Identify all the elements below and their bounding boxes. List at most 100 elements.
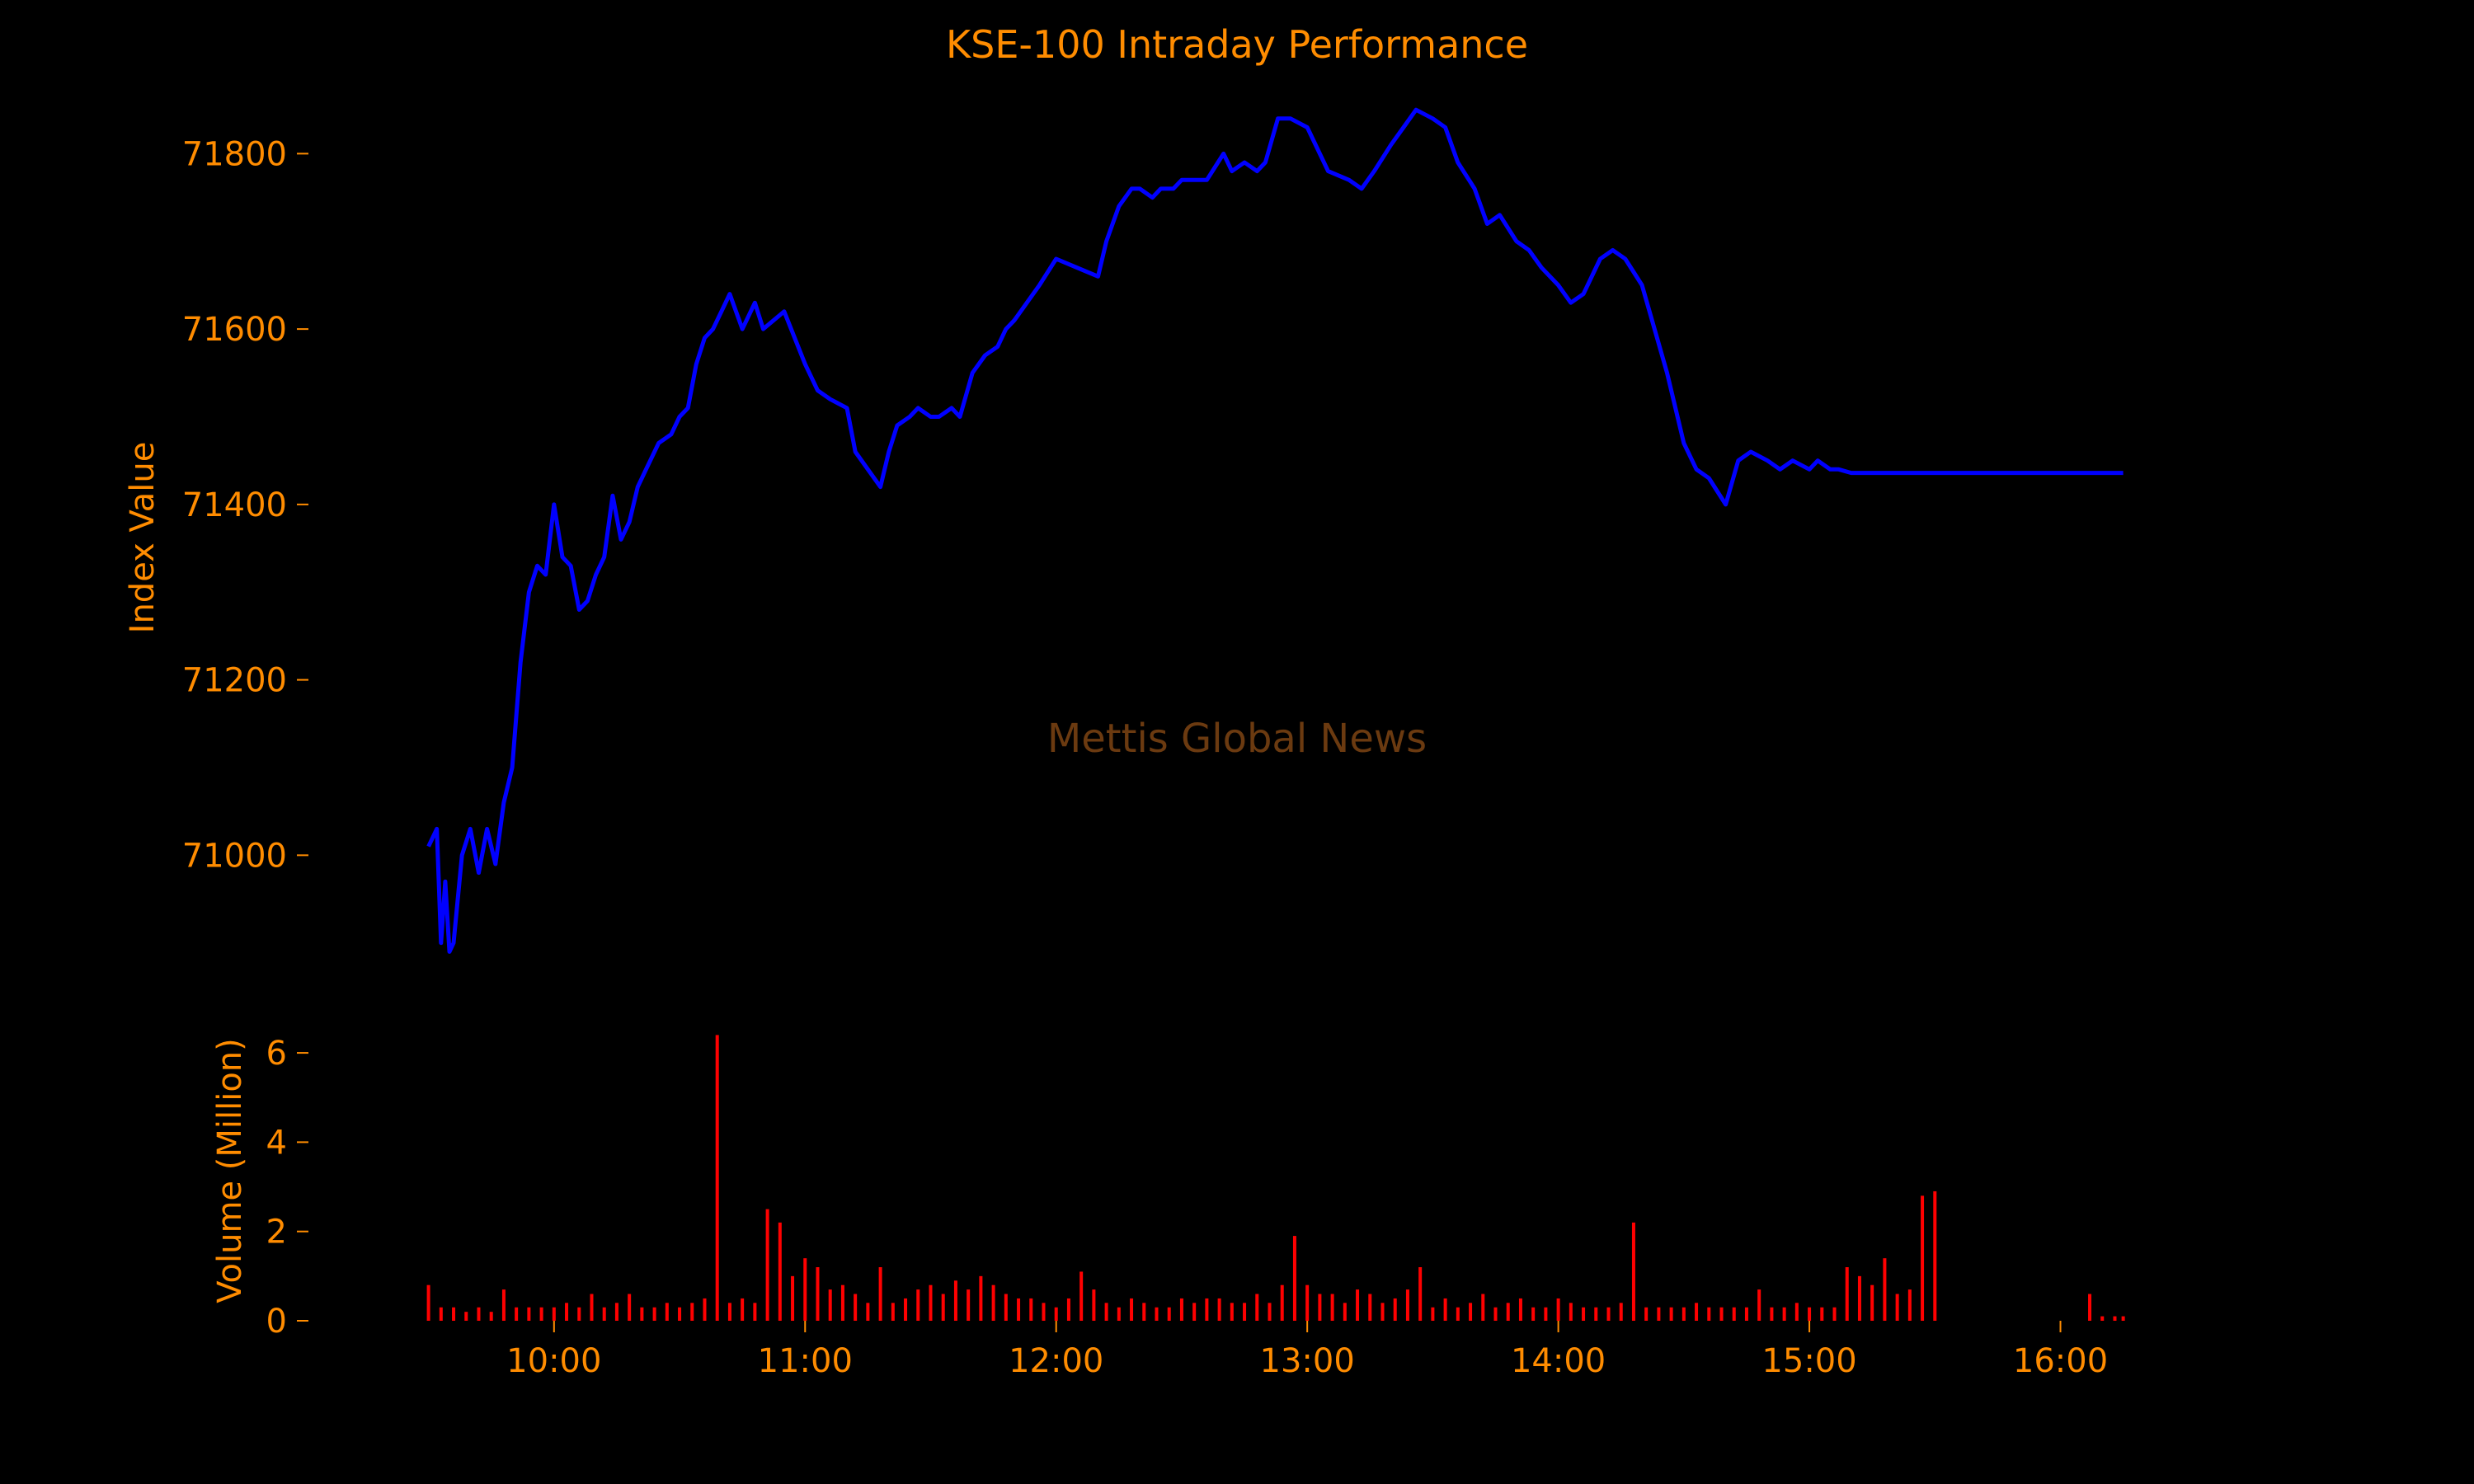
volume-bar <box>854 1294 858 1321</box>
volume-bar <box>1531 1307 1536 1321</box>
volume-bar <box>979 1275 983 1321</box>
volume-bar <box>665 1303 669 1321</box>
volume-bar <box>1280 1284 1284 1321</box>
volume-bar <box>1092 1289 1096 1321</box>
volume-bar <box>778 1222 782 1321</box>
volume-bar <box>1368 1294 1372 1321</box>
volume-bar <box>741 1298 745 1321</box>
volume-bar <box>1808 1307 1812 1321</box>
volume-bar <box>439 1307 443 1321</box>
volume-bar <box>628 1294 632 1321</box>
volume-bar <box>1343 1303 1347 1321</box>
volume-bar <box>1017 1298 1021 1321</box>
volume-bar <box>1380 1303 1385 1321</box>
index-series-line <box>426 107 2124 954</box>
volume-bar <box>1506 1303 1510 1321</box>
x-tick-label: 15:00 <box>1761 1342 1856 1380</box>
volume-bar <box>539 1307 543 1321</box>
volume-bar <box>1556 1298 1560 1321</box>
volume-y-ticks: 0 2 4 6 <box>266 1035 308 1341</box>
volume-bar <box>765 1209 769 1321</box>
volume-bar <box>1518 1298 1522 1321</box>
volume-bar <box>1732 1307 1736 1321</box>
volume-bar <box>828 1289 832 1321</box>
volume-bar <box>953 1280 957 1321</box>
volume-bar <box>1079 1271 1084 1321</box>
volume-bar <box>1644 1307 1649 1321</box>
volume-bar <box>866 1303 870 1321</box>
volume-bar <box>891 1303 895 1321</box>
volume-bar <box>1569 1303 1573 1321</box>
volume-bar <box>1695 1303 1699 1321</box>
volume-bar <box>1582 1307 1586 1321</box>
x-tick-label: 12:00 <box>1009 1342 1103 1380</box>
volume-bar <box>1330 1294 1334 1321</box>
volume-bar <box>1594 1307 1598 1321</box>
index-line-group <box>426 107 2124 954</box>
volume-bar <box>426 1284 430 1321</box>
index-y-tick-label: 71000 <box>182 837 287 875</box>
volume-y-tick-label: 6 <box>266 1035 287 1073</box>
volume-bar <box>1318 1294 1322 1321</box>
volume-bar <box>590 1294 594 1321</box>
volume-bar <box>1895 1294 1899 1321</box>
x-tick-label: 14:00 <box>1511 1342 1606 1380</box>
volume-bar <box>703 1298 707 1321</box>
index-y-tick-label: 71800 <box>182 135 287 173</box>
volume-bar <box>1192 1303 1197 1321</box>
volume-bar <box>941 1294 945 1321</box>
index-y-ticks: 71000 71200 71400 71600 71800 <box>182 135 308 875</box>
volume-bar <box>1907 1289 1912 1321</box>
volume-bars <box>426 1035 2125 1321</box>
volume-bar <box>1744 1307 1748 1321</box>
volume-bar <box>552 1307 556 1321</box>
volume-bar <box>690 1303 694 1321</box>
volume-bar <box>967 1289 971 1321</box>
volume-bar <box>1707 1307 1711 1321</box>
volume-bar <box>452 1307 456 1321</box>
volume-bar <box>803 1258 807 1321</box>
volume-bar <box>2121 1316 2125 1321</box>
volume-bar <box>1393 1298 1397 1321</box>
volume-bar <box>1820 1307 1824 1321</box>
volume-bar <box>577 1307 581 1321</box>
volume-bar <box>1217 1298 1221 1321</box>
volume-y-tick-label: 0 <box>266 1303 287 1341</box>
volume-bar <box>652 1307 656 1321</box>
index-y-axis-label: Index Value <box>124 442 162 634</box>
volume-bar <box>1870 1284 1874 1321</box>
volume-bar <box>1029 1298 1033 1321</box>
x-tick-label: 11:00 <box>758 1342 853 1380</box>
volume-bar <box>1104 1303 1108 1321</box>
volume-bar <box>1305 1284 1310 1321</box>
volume-bar <box>1921 1195 1925 1321</box>
volume-bar <box>878 1267 882 1321</box>
volume-bar <box>1631 1222 1635 1321</box>
volume-bar <box>1619 1303 1623 1321</box>
volume-bar <box>464 1312 468 1321</box>
volume-bar <box>1794 1303 1799 1321</box>
volume-bar <box>1933 1190 1937 1321</box>
volume-bar <box>916 1289 920 1321</box>
volume-y-tick-label: 4 <box>266 1124 287 1162</box>
volume-bar <box>501 1289 506 1321</box>
volume-bar <box>1042 1303 1046 1321</box>
volume-bar <box>991 1284 995 1321</box>
volume-bar <box>1418 1267 1423 1321</box>
volume-bar <box>1493 1307 1498 1321</box>
volume-bar <box>1657 1307 1661 1321</box>
x-axis-ticks: 10:00 11:00 12:00 13:00 14:00 15:00 16:00 <box>506 1321 2108 1380</box>
volume-bar <box>2088 1294 2092 1321</box>
volume-bar <box>816 1267 820 1321</box>
volume-bar <box>1456 1307 1460 1321</box>
volume-bar <box>1205 1298 1209 1321</box>
volume-bar <box>1004 1294 1008 1321</box>
volume-bar <box>1443 1298 1447 1321</box>
volume-bar <box>1179 1298 1183 1321</box>
index-y-tick-label: 71400 <box>182 486 287 524</box>
volume-bar <box>929 1284 933 1321</box>
volume-bar <box>1832 1307 1837 1321</box>
volume-bar <box>515 1307 519 1321</box>
